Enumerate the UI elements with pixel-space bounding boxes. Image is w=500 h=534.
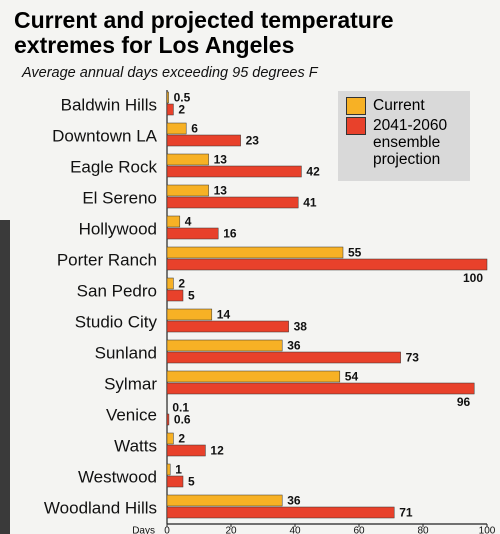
value-label: 38: [294, 320, 308, 334]
background-photo-edge: [0, 220, 10, 534]
bar: [166, 506, 395, 519]
x-tick-label: 40: [289, 526, 301, 534]
x-tick-label: 20: [225, 526, 237, 534]
bar: [166, 134, 241, 147]
value-label: 2: [178, 277, 185, 291]
value-label: 36: [287, 494, 301, 508]
value-label: 100: [463, 271, 483, 285]
bar: [166, 475, 184, 488]
legend-label: Current: [373, 97, 425, 114]
value-label: 6: [191, 122, 198, 136]
bar: [166, 258, 488, 271]
legend-label: 2041-2060 ensemble projection: [373, 117, 448, 168]
category-label: Eagle Rock: [70, 157, 157, 176]
bar: [166, 277, 174, 290]
category-label: Woodland Hills: [44, 498, 157, 517]
bar: [166, 432, 174, 445]
bar: [166, 246, 344, 259]
legend-item: Current: [346, 97, 468, 115]
category-label: San Pedro: [77, 281, 157, 300]
value-label: 23: [246, 134, 260, 148]
bar: [166, 463, 171, 476]
bar: [166, 320, 289, 333]
bar: [166, 494, 283, 507]
value-label: 96: [457, 395, 471, 409]
x-tick-label: 80: [417, 526, 429, 534]
value-label: 71: [399, 506, 413, 520]
value-label: 12: [210, 444, 224, 458]
bar: [166, 308, 213, 321]
chart-subtitle: Average annual days exceeding 95 degrees…: [21, 65, 319, 81]
value-label: 5: [188, 475, 195, 489]
x-tick-label: 100: [479, 526, 496, 534]
bar: [166, 165, 302, 178]
value-label: 4: [185, 215, 192, 229]
bar: [166, 382, 475, 395]
x-tick-label: 0: [164, 526, 170, 534]
category-label: Sylmar: [104, 374, 157, 393]
category-label: Sunland: [95, 343, 157, 362]
bar: [166, 215, 181, 228]
value-label: 36: [287, 339, 301, 353]
bar: [166, 227, 219, 240]
bar: [166, 91, 169, 104]
category-label: Baldwin Hills: [61, 95, 157, 114]
legend-swatch: [346, 117, 366, 135]
value-label: 41: [303, 196, 317, 210]
category-label: Hollywood: [79, 219, 157, 238]
bar: [166, 103, 174, 116]
bar: [166, 122, 187, 135]
bar: [166, 289, 184, 302]
legend-item: 2041-2060 ensemble projection: [346, 117, 468, 168]
value-label: 16: [223, 227, 237, 241]
value-label: 73: [406, 351, 420, 365]
value-label: 1: [175, 463, 182, 477]
x-tick-label: 60: [353, 526, 365, 534]
category-label: Studio City: [75, 312, 158, 331]
bar: [166, 370, 341, 383]
category-label: Watts: [114, 436, 157, 455]
value-label: 14: [217, 308, 231, 322]
legend-swatch: [346, 97, 366, 115]
bar: [166, 444, 206, 457]
value-label: 42: [306, 165, 320, 179]
legend: Current 2041-2060 ensemble projection: [338, 91, 470, 181]
category-label: El Sereno: [82, 188, 157, 207]
value-label: 0.1: [172, 401, 189, 415]
bar: [166, 196, 299, 209]
category-label: Downtown LA: [52, 126, 158, 145]
bar: [166, 351, 401, 364]
value-label: 54: [345, 370, 359, 384]
value-label: 55: [348, 246, 362, 260]
x-axis-label: Days: [132, 526, 155, 534]
bar: [166, 184, 209, 197]
value-label: 0.6: [174, 413, 191, 427]
chart-title: Current and projected temperature extrem…: [14, 7, 394, 58]
value-label: 13: [214, 153, 228, 167]
bar: [166, 413, 170, 426]
value-label: 2: [178, 103, 185, 117]
value-label: 2: [178, 432, 185, 446]
category-label: Westwood: [78, 467, 157, 486]
value-label: 5: [188, 289, 195, 303]
category-label: Porter Ranch: [57, 250, 157, 269]
value-label: 13: [214, 184, 228, 198]
value-label: 0.5: [174, 91, 191, 105]
bar: [166, 153, 209, 166]
bar: [166, 339, 283, 352]
category-label: Venice: [106, 405, 157, 424]
